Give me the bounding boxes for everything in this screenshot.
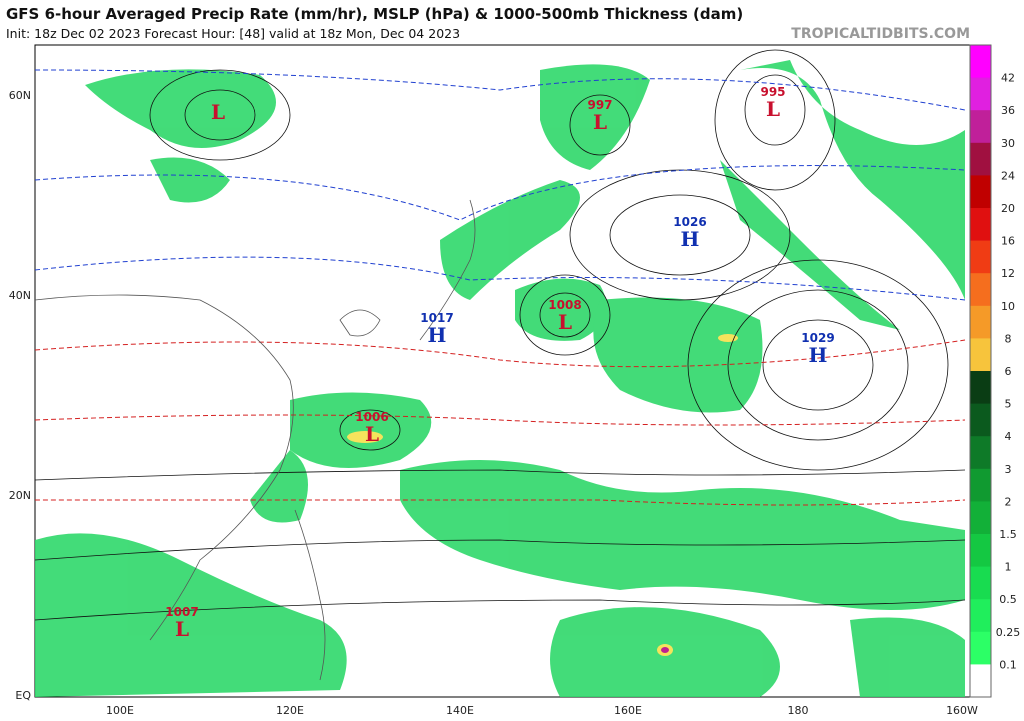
center-pressure: 1007 [165,605,198,619]
colorbar-label: 6 [1005,365,1012,378]
colorbar-label: 1 [1005,561,1012,574]
lon-label: 160E [614,704,642,717]
lon-label: 120E [276,704,304,717]
colorbar-label: 2 [1005,495,1012,508]
colorbar-bin [970,110,991,144]
center-letter: H [809,343,828,367]
colorbar-label: 30 [1001,137,1015,150]
colorbar-label: 5 [1005,398,1012,411]
colorbar-label: 4 [1005,430,1012,443]
colorbar-label: 10 [1001,300,1015,313]
colorbar-label: 42 [1001,72,1015,85]
center-letter: H [681,227,700,251]
colorbar: 42 36 30 24 20 16 12 10 8 6 5 4 3 2 1.5 1 0.5 0.25 0.1 [969,44,1021,698]
subtitle: Init: 18z Dec 02 2023 Forecast Hour: [48… [6,26,460,41]
colorbar-label: 12 [1001,267,1015,280]
center-pressure: 997 [587,98,612,112]
title: GFS 6-hour Averaged Precip Rate (mm/hr),… [6,5,743,23]
colorbar-bin [970,436,991,470]
colorbar-label: 36 [1001,104,1015,117]
colorbar-bin [970,468,991,502]
center-letter: L [766,97,780,121]
lon-label: 100E [106,704,134,717]
colorbar-label: 3 [1005,463,1012,476]
center-letter: L [365,422,379,446]
colorbar-bin [970,305,991,339]
credit: TROPICALTIDBITS.COM [791,26,970,42]
center-letter: L [211,100,225,124]
colorbar-bin [970,599,991,633]
colorbar-bin [970,273,991,307]
colorbar-bin [970,77,991,111]
center-pressure: 1017 [420,311,453,325]
center-pressure: 1029 [801,331,834,345]
colorbar-bin [970,566,991,600]
lon-labels: 100E 120E 140E 160E 180 160W [106,704,978,717]
center-pressure: 1006 [355,410,388,424]
lon-label: 140E [446,704,474,717]
colorbar-label: 24 [1001,169,1015,182]
lat-label: EQ [15,689,31,702]
center-pressure: 1026 [673,215,706,229]
colorbar-label: 0.5 [999,593,1017,606]
colorbar-bin [970,338,991,372]
lon-label: 160W [946,704,978,717]
center-letter: H [428,323,447,347]
lat-label: 40N [9,289,31,302]
lat-label: 20N [9,489,31,502]
colorbar-bin [970,664,991,698]
colorbar-label: 0.1 [999,658,1017,671]
colorbar-bin [970,45,991,79]
colorbar-bin [970,240,991,274]
center-letter: L [558,310,572,334]
colorbar-bin [970,371,991,405]
colorbar-bin [970,534,991,568]
colorbar-label: 16 [1001,235,1015,248]
lat-label: 60N [9,89,31,102]
center-pressure: 995 [760,85,785,99]
colorbar-bin [970,403,991,437]
colorbar-bin [970,631,991,665]
lat-labels: 60N 40N 20N EQ [9,89,32,702]
colorbar-bin [970,142,991,176]
colorbar-label: 8 [1005,332,1012,345]
colorbar-bin [970,175,991,209]
colorbar-frame [969,44,992,698]
center-letter: L [593,110,607,134]
center-pressure: 1008 [548,298,581,312]
map-area [34,44,971,698]
colorbar-bin [970,208,991,242]
center-letter: L [175,617,189,641]
colorbar-label: 20 [1001,202,1015,215]
lon-label: 180 [788,704,809,717]
colorbar-bin [970,501,991,535]
colorbar-label: 0.25 [996,626,1021,639]
colorbar-label: 1.5 [999,528,1017,541]
